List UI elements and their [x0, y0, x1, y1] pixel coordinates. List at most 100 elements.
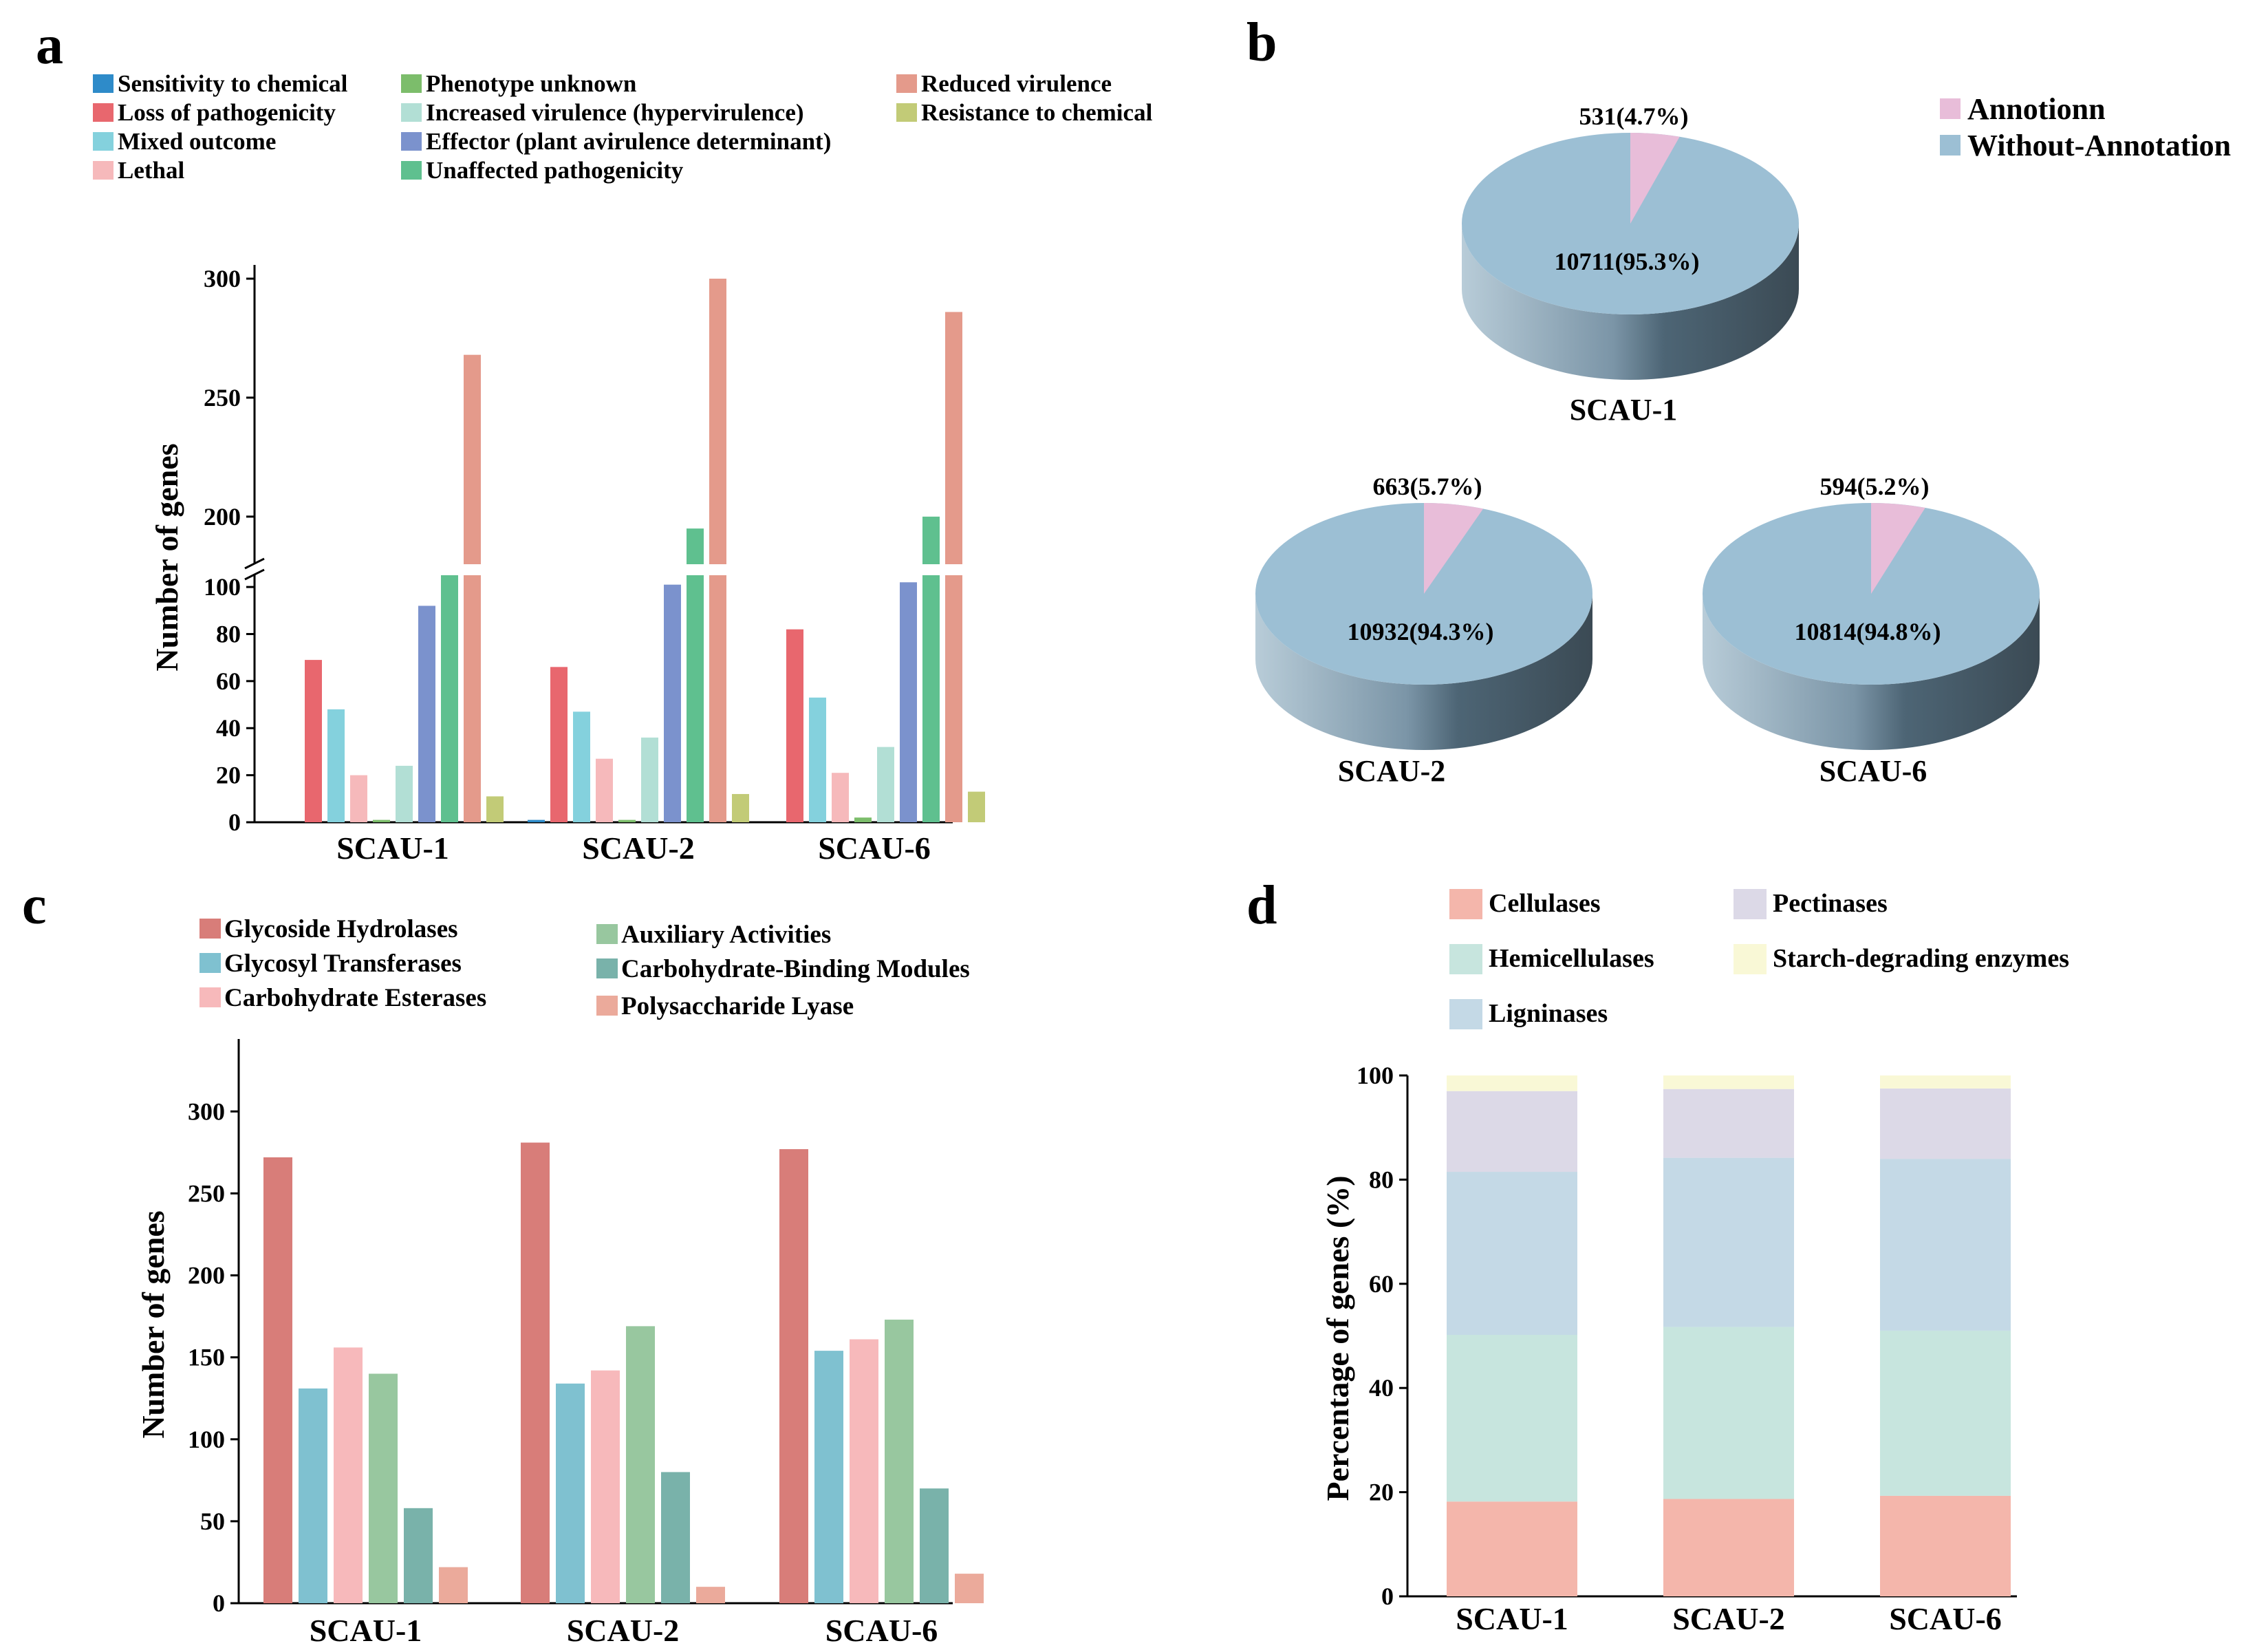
bar-scau-2-lethal	[596, 758, 613, 822]
bar-scau-1-reduced-virulence-upper	[464, 354, 481, 564]
bar-scau-2-resistance-to-chemical	[732, 793, 749, 822]
bar-scau-2-effector-plant-avirulence-determinant	[664, 584, 681, 822]
bar-scau-1-unaffected-pathogenicity-lower	[441, 575, 458, 822]
pie-label-without-scau-2: 10932(94.3%)	[1348, 618, 1494, 645]
legend-swatch-polysaccharide-lyase	[596, 996, 618, 1016]
bar-scau-6-lethal	[832, 773, 849, 822]
legend-swatch-cellulases	[1449, 889, 1482, 919]
bar-scau-1-hemicellulases	[1447, 1334, 1577, 1502]
bar-scau-6-increased-virulence-hypervirulence	[877, 747, 894, 822]
legend-swatch-unaffected-pathogenicity	[401, 161, 422, 180]
y-tick-label-300: 300	[188, 1097, 225, 1125]
legend-label-loss-of-pathogenicity: Loss of pathogenicity	[118, 99, 336, 126]
bar-scau-1-carbohydrate-binding-modules	[404, 1508, 433, 1603]
y-tick-label-60: 60	[216, 667, 241, 695]
legend-swatch-effector-plant-avirulence-determinant	[401, 132, 422, 151]
legend-swatch-loss-of-pathogenicity	[93, 103, 114, 122]
legend-label-reduced-virulence: Reduced virulence	[921, 70, 1112, 97]
bar-scau-6-starch-degrading-enzymes	[1880, 1075, 2011, 1089]
x-tick-label-scau-2: SCAU-2	[582, 831, 695, 866]
pie-title-scau-6: SCAU-6	[1819, 754, 1927, 788]
pie-label-annotated-scau-6: 594(5.2%)	[1820, 473, 1930, 500]
pie-label-annotated-scau-1: 531(4.7%)	[1579, 103, 1689, 130]
panel-c: Glycoside Hydrolases Glycosyl Transferase…	[136, 915, 984, 1648]
y-tick-label-60: 60	[1369, 1270, 1394, 1298]
x-tick-label-scau-1: SCAU-1	[310, 1613, 422, 1648]
bar-scau-6-ligninases	[1880, 1159, 2011, 1331]
legend-swatch-carbohydrate-esterases	[199, 987, 221, 1007]
legend-label-cellulases: Cellulases	[1489, 889, 1601, 918]
legend-swatch-pectinases	[1734, 889, 1767, 919]
x-tick-label-scau-6: SCAU-6	[818, 831, 931, 866]
bar-scau-2-increased-virulence-hypervirulence	[641, 737, 658, 822]
legend-swatch-carbohydrate-binding-modules	[596, 958, 618, 978]
bar-scau-6-glycosyl-transferases	[814, 1351, 843, 1603]
x-tick-label-scau-2: SCAU-2	[1672, 1601, 1785, 1636]
bar-scau-1-glycoside-hydrolases	[263, 1157, 292, 1603]
x-tick-label-scau-6: SCAU-6	[825, 1613, 938, 1648]
panel-label-a: a	[36, 15, 63, 76]
bar-scau-6-effector-plant-avirulence-determinant	[900, 582, 917, 822]
bar-scau-2-glycosyl-transferases	[556, 1383, 585, 1603]
y-tick-label-300: 300	[204, 265, 241, 292]
legend-label-annotionn: Annotionn	[1967, 92, 2106, 126]
bar-scau-6-resistance-to-chemical	[968, 791, 985, 822]
bar-scau-1-glycosyl-transferases	[299, 1388, 327, 1603]
bar-scau-1-resistance-to-chemical	[486, 796, 504, 822]
bar-scau-2-cellulases	[1663, 1499, 1794, 1596]
y-tick-label-0: 0	[228, 808, 241, 836]
bar-scau-1-auxiliary-activities	[369, 1373, 398, 1603]
bar-scau-6-polysaccharide-lyase	[955, 1574, 984, 1603]
legend-swatch-mixed-outcome	[93, 132, 114, 151]
bar-scau-2-pectinases	[1663, 1089, 1794, 1158]
bar-scau-2-loss-of-pathogenicity	[550, 667, 568, 822]
bar-scau-6-phenotype-unknown	[854, 817, 872, 822]
legend-label-unaffected-pathogenicity: Unaffected pathogenicity	[426, 157, 684, 184]
y-tick-label-200: 200	[204, 503, 241, 531]
bar-scau-2-unaffected-pathogenicity-upper	[687, 528, 704, 564]
legend-label-phenotype-unknown: Phenotype unknown	[426, 70, 636, 97]
bar-scau-6-auxiliary-activities	[885, 1319, 914, 1603]
legend-label-mixed-outcome: Mixed outcome	[118, 128, 276, 155]
bar-scau-6-carbohydrate-binding-modules	[920, 1488, 949, 1603]
pie-scau-6: 594(5.2%) 10814(94.8%) SCAU-6	[1703, 473, 2040, 788]
pie-side-scau-6	[1703, 594, 2040, 750]
bar-scau-2-sensitivity-to-chemical	[528, 819, 545, 822]
panel-label-c: c	[22, 875, 47, 936]
pie-scau-2: 663(5.7%) 10932(94.3%) SCAU-2	[1255, 473, 1592, 788]
legend-label-glycoside-hydrolases: Glycoside Hydrolases	[224, 915, 458, 943]
legend-swatch-phenotype-unknown	[401, 74, 422, 93]
pie-side-scau-2	[1255, 594, 1592, 750]
y-tick-label-200: 200	[188, 1262, 225, 1289]
y-tick-label-100: 100	[188, 1426, 225, 1453]
bar-scau-1-reduced-virulence-lower	[464, 575, 481, 822]
bar-scau-1-lethal	[350, 775, 367, 822]
y-tick-label-50: 50	[200, 1508, 225, 1535]
bar-scau-6-pectinases	[1880, 1088, 2011, 1159]
x-tick-label-scau-1: SCAU-1	[336, 831, 449, 866]
legend-label-increased-virulence-hypervirulence: Increased virulence (hypervirulence)	[426, 99, 804, 126]
pie-label-without-scau-6: 10814(94.8%)	[1795, 618, 1941, 645]
bar-scau-2-carbohydrate-esterases	[591, 1370, 620, 1603]
pie-label-without-scau-1: 10711(95.3%)	[1555, 248, 1700, 275]
legend-swatch-ligninases	[1449, 999, 1482, 1029]
legend-label-hemicellulases: Hemicellulases	[1489, 944, 1654, 973]
bar-scau-1-carbohydrate-esterases	[334, 1347, 363, 1603]
bar-scau-1-cellulases	[1447, 1501, 1577, 1596]
bar-scau-1-ligninases	[1447, 1172, 1577, 1335]
y-tick-label-250: 250	[204, 384, 241, 411]
legend-swatch-without-annotation	[1940, 135, 1961, 156]
bar-scau-6-loss-of-pathogenicity	[786, 629, 803, 822]
y-tick-label-80: 80	[216, 620, 241, 647]
bar-scau-2-mixed-outcome	[573, 711, 590, 822]
y-tick-label-80: 80	[1369, 1166, 1394, 1193]
legend-label-polysaccharide-lyase: Polysaccharide Lyase	[621, 992, 854, 1020]
bar-scau-6-unaffected-pathogenicity-upper	[922, 516, 940, 564]
bar-scau-2-carbohydrate-binding-modules	[661, 1472, 690, 1603]
bar-scau-2-reduced-virulence-upper	[709, 279, 726, 564]
bar-scau-1-increased-virulence-hypervirulence	[396, 765, 413, 822]
bar-scau-1-phenotype-unknown	[373, 819, 390, 822]
pie-side-scau-1	[1462, 224, 1799, 380]
